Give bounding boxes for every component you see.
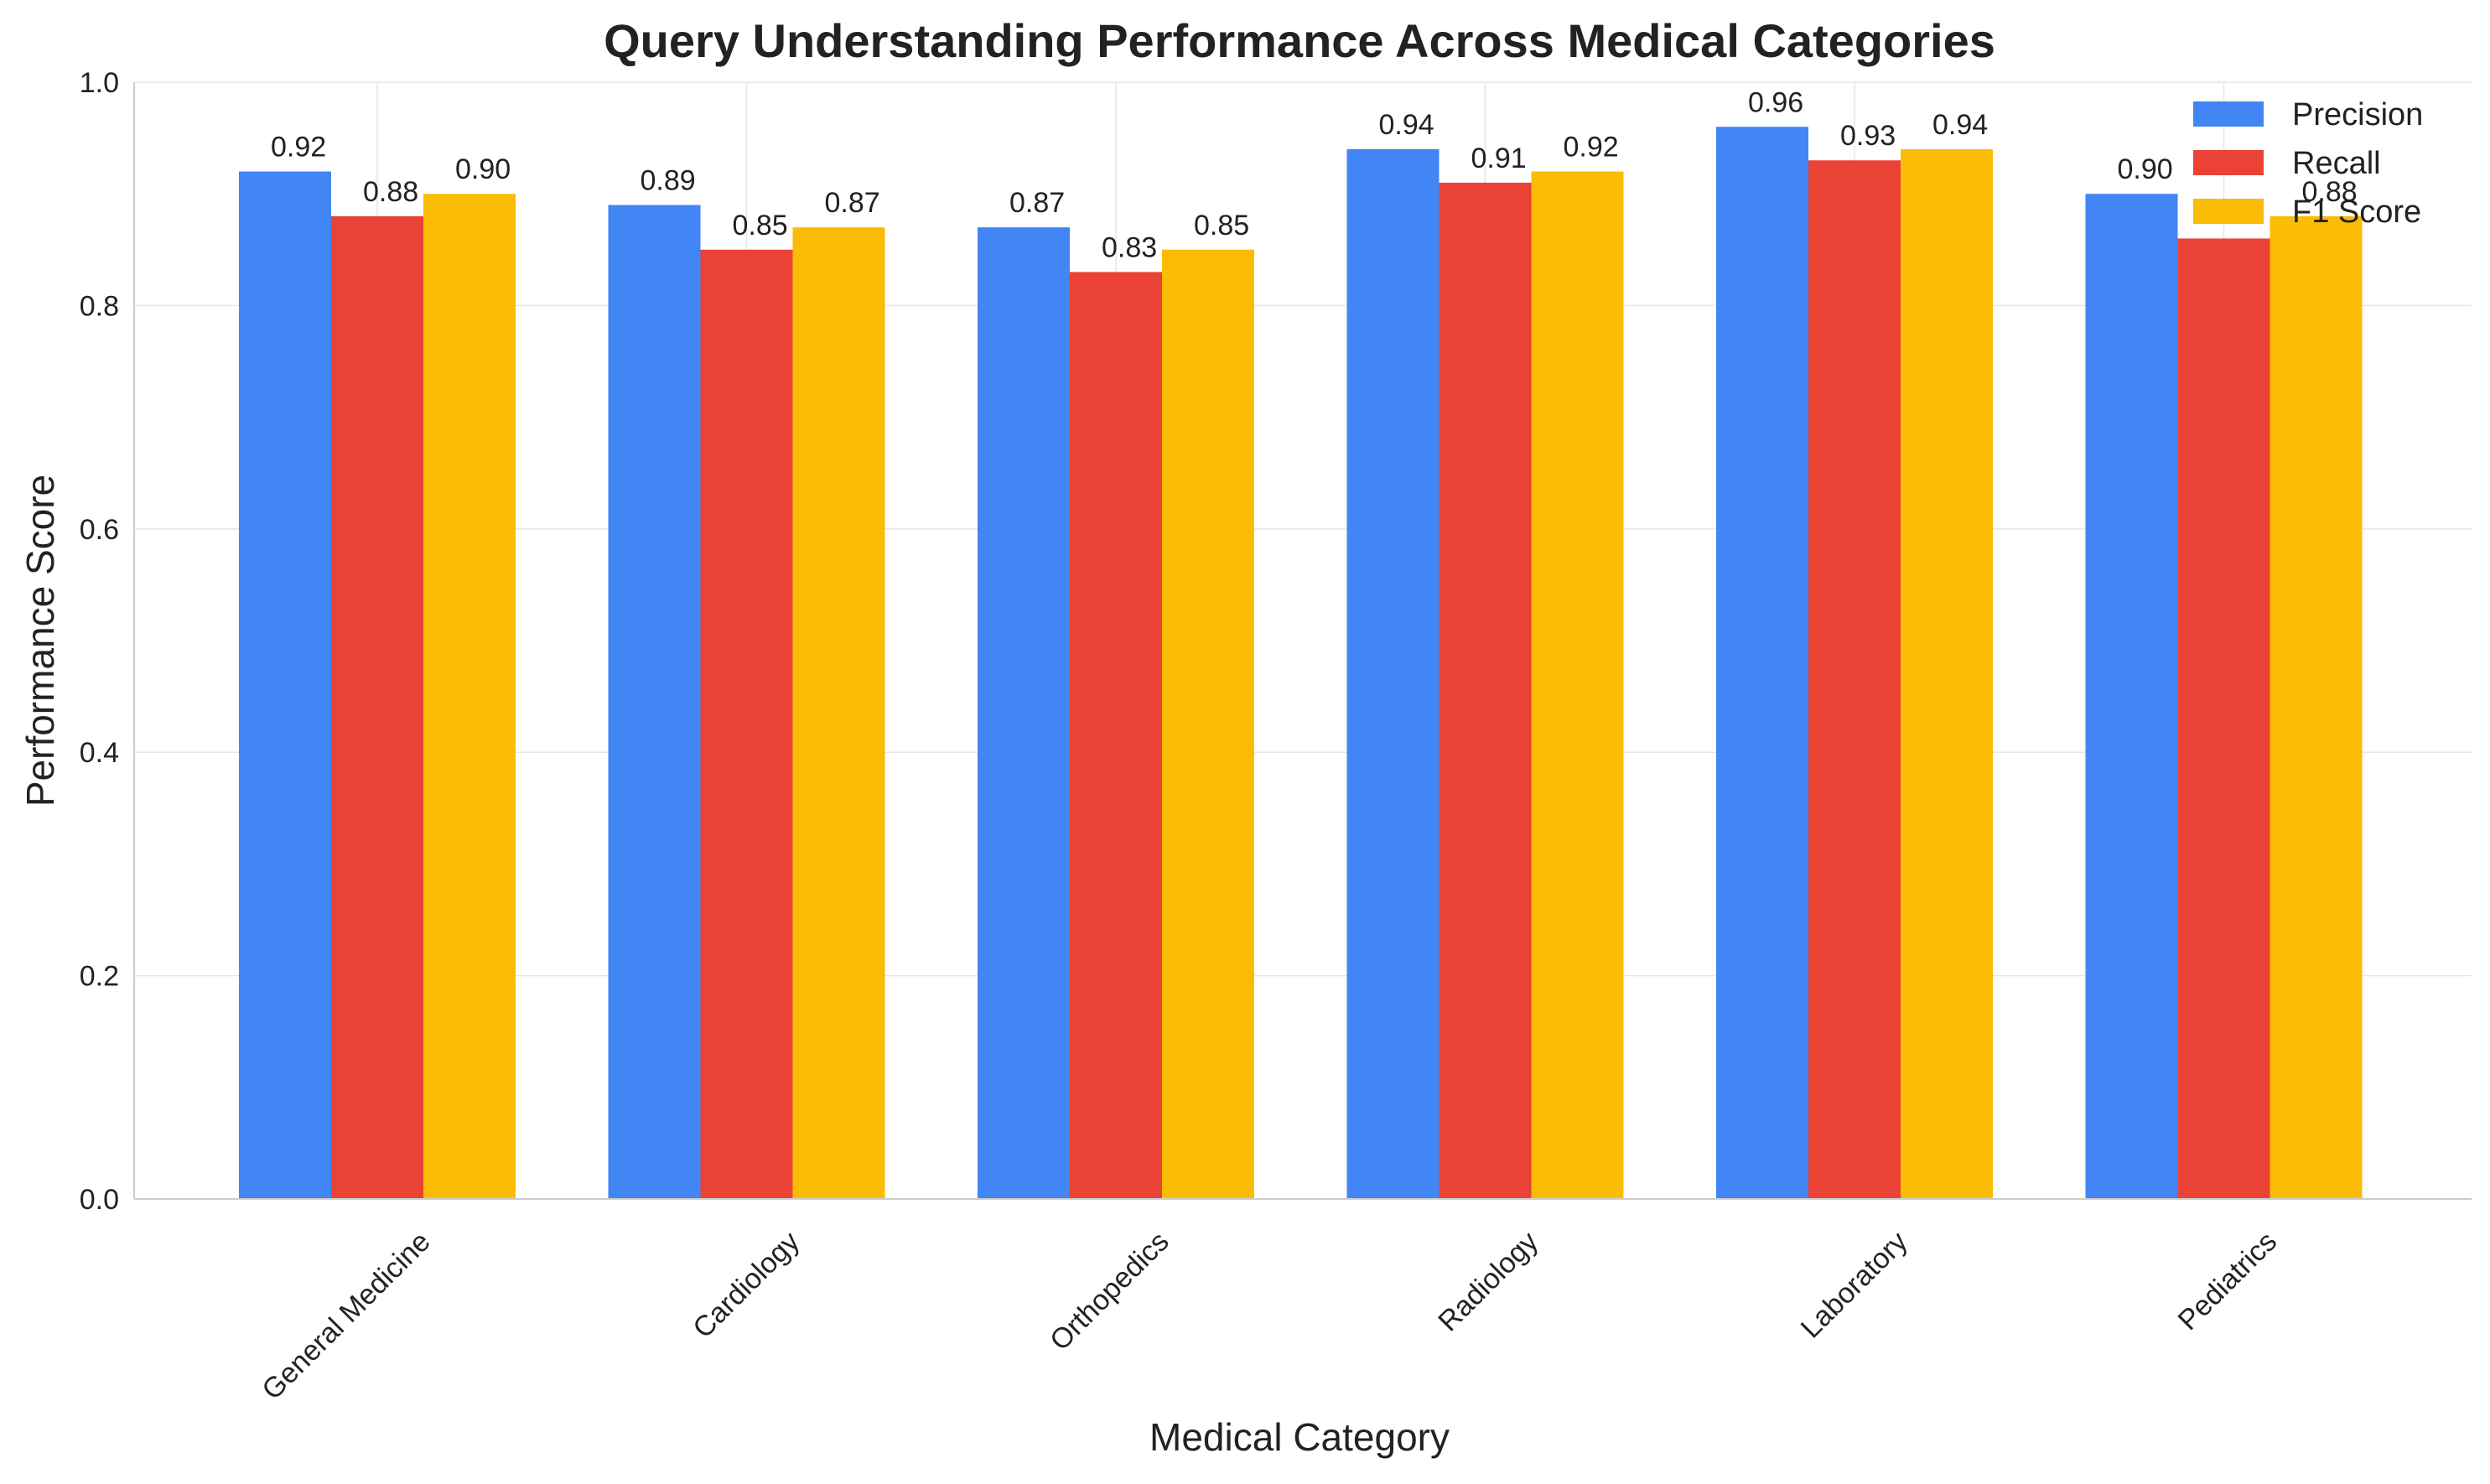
x-tick-label: Orthopedics bbox=[1044, 1226, 1175, 1357]
legend-swatch bbox=[2193, 150, 2264, 175]
x-tick-label: Cardiology bbox=[687, 1226, 806, 1345]
x-axis-title: Medical Category bbox=[1149, 1415, 1450, 1459]
bar-value-label: 0.94 bbox=[1932, 109, 1988, 141]
bars bbox=[239, 127, 2363, 1200]
bar-value-label: 0.90 bbox=[2118, 153, 2173, 185]
bar bbox=[608, 205, 701, 1199]
bar-value-label: 0.92 bbox=[271, 132, 326, 163]
y-axis-title: Performance Score bbox=[18, 475, 62, 807]
axes bbox=[133, 82, 2472, 1200]
y-tick-label: 0.6 bbox=[80, 514, 119, 546]
bar bbox=[1531, 171, 1624, 1199]
bar bbox=[700, 249, 793, 1199]
bar-value-label: 0.87 bbox=[825, 187, 880, 219]
x-tick-label: Laboratory bbox=[1795, 1226, 1914, 1345]
y-tick-labels: 0.0 0.2 0.4 0.6 0.8 1.0 bbox=[80, 67, 119, 1216]
data-labels: 0.92 0.88 0.90 0.89 0.85 0.87 0.87 0.83 0.85 0.94… bbox=[271, 86, 2358, 263]
legend-label: F1 Score bbox=[2292, 195, 2421, 230]
legend-label: Recall bbox=[2292, 146, 2381, 181]
bar-value-label: 0.96 bbox=[1748, 86, 1803, 118]
bar bbox=[1808, 160, 1901, 1200]
y-tick-label: 0.2 bbox=[80, 961, 119, 993]
bar-value-label: 0.91 bbox=[1471, 143, 1527, 174]
bar bbox=[792, 227, 885, 1199]
bar bbox=[1346, 148, 1440, 1199]
legend-swatch bbox=[2193, 101, 2264, 127]
y-tick-label: 1.0 bbox=[80, 67, 119, 99]
bar-value-label: 0.88 bbox=[2302, 176, 2358, 208]
bar bbox=[2085, 194, 2178, 1200]
bar-value-label: 0.88 bbox=[363, 176, 418, 208]
bar bbox=[978, 227, 1070, 1199]
x-tick-label: Pediatrics bbox=[2172, 1226, 2283, 1336]
bar bbox=[2270, 215, 2363, 1200]
bar bbox=[1716, 127, 1808, 1199]
bar bbox=[1070, 272, 1162, 1200]
bar-value-label: 0.87 bbox=[1009, 187, 1065, 219]
bar bbox=[1901, 148, 1993, 1199]
y-tick-label: 0.4 bbox=[80, 737, 119, 769]
bar-value-label: 0.92 bbox=[1564, 132, 1619, 163]
bar-value-label: 0.85 bbox=[1194, 210, 1249, 241]
bar-value-label: 0.83 bbox=[1102, 231, 1157, 263]
legend-swatch bbox=[2193, 199, 2264, 224]
bar bbox=[423, 194, 516, 1200]
x-tick-label: General Medicine bbox=[256, 1226, 436, 1406]
bar-value-label: 0.85 bbox=[733, 210, 788, 241]
bar bbox=[2177, 238, 2270, 1200]
y-tick-label: 0.0 bbox=[80, 1184, 119, 1216]
bar-value-label: 0.93 bbox=[1840, 120, 1896, 152]
bar-value-label: 0.89 bbox=[641, 165, 696, 197]
legend-label: Precision bbox=[2292, 97, 2423, 132]
bar bbox=[1439, 182, 1532, 1199]
legend: Precision Recall F1 Score bbox=[2193, 97, 2423, 230]
bar bbox=[239, 171, 331, 1199]
bar bbox=[331, 215, 423, 1200]
bar bbox=[1162, 249, 1254, 1199]
bar-value-label: 0.94 bbox=[1379, 109, 1434, 141]
chart-title: Query Understanding Performance Across M… bbox=[604, 14, 1995, 67]
x-tick-labels: General Medicine Cardiology Orthopedics Rad… bbox=[256, 1226, 2283, 1406]
y-tick-label: 0.8 bbox=[80, 290, 119, 322]
x-tick-label: Radiology bbox=[1432, 1226, 1544, 1338]
bar-value-label: 0.90 bbox=[455, 153, 511, 185]
